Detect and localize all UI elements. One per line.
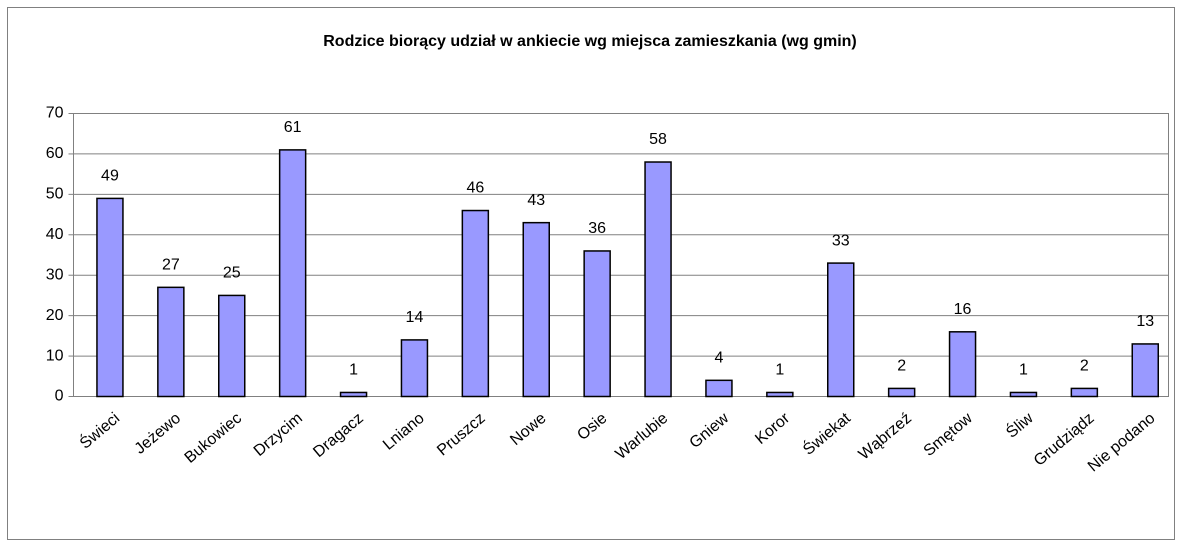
- y-tick-label: 40: [46, 226, 64, 243]
- bar: [948, 331, 977, 398]
- bar: [705, 379, 733, 398]
- bar: [766, 391, 794, 398]
- y-tick-label: 60: [46, 145, 64, 162]
- data-label: 4: [714, 350, 723, 367]
- data-label: 61: [284, 119, 302, 136]
- data-label: 16: [954, 301, 972, 318]
- bar: [1009, 391, 1038, 398]
- bar: [339, 391, 368, 398]
- data-label: 1: [775, 362, 784, 379]
- y-tick-label: 70: [46, 105, 64, 122]
- bar: [400, 339, 429, 398]
- bar: [278, 149, 307, 398]
- bar: [583, 250, 611, 398]
- data-label: 27: [162, 257, 180, 274]
- bar: [1131, 343, 1159, 398]
- bar: [644, 161, 672, 398]
- bar: [157, 286, 185, 398]
- data-label: 46: [466, 180, 484, 197]
- chart-title: Rodzice biorący udział w ankiecie wg mie…: [323, 33, 857, 50]
- data-label: 14: [406, 309, 424, 326]
- data-label: 43: [527, 192, 545, 209]
- bar: [1070, 387, 1099, 398]
- data-label: 13: [1136, 313, 1154, 330]
- bar: [522, 221, 550, 398]
- data-label: 49: [101, 168, 119, 185]
- y-tick-label: 0: [55, 388, 64, 405]
- bar: [827, 262, 855, 398]
- bar: [218, 294, 246, 398]
- bar: [461, 209, 490, 398]
- y-tick-label: 50: [46, 186, 64, 203]
- data-label: 58: [649, 131, 667, 148]
- plot-area: [73, 113, 1169, 397]
- data-label: 25: [223, 265, 241, 282]
- y-tick-label: 10: [46, 347, 64, 364]
- data-label: 1: [1019, 362, 1028, 379]
- data-label: 2: [897, 358, 906, 375]
- bar: [96, 197, 124, 398]
- data-label: 36: [588, 220, 606, 237]
- y-tick-label: 30: [46, 266, 64, 283]
- bar: [887, 387, 916, 398]
- y-tick-label: 20: [46, 307, 64, 324]
- data-label: 1: [349, 362, 358, 379]
- data-label: 33: [832, 232, 850, 249]
- data-label: 2: [1080, 358, 1089, 375]
